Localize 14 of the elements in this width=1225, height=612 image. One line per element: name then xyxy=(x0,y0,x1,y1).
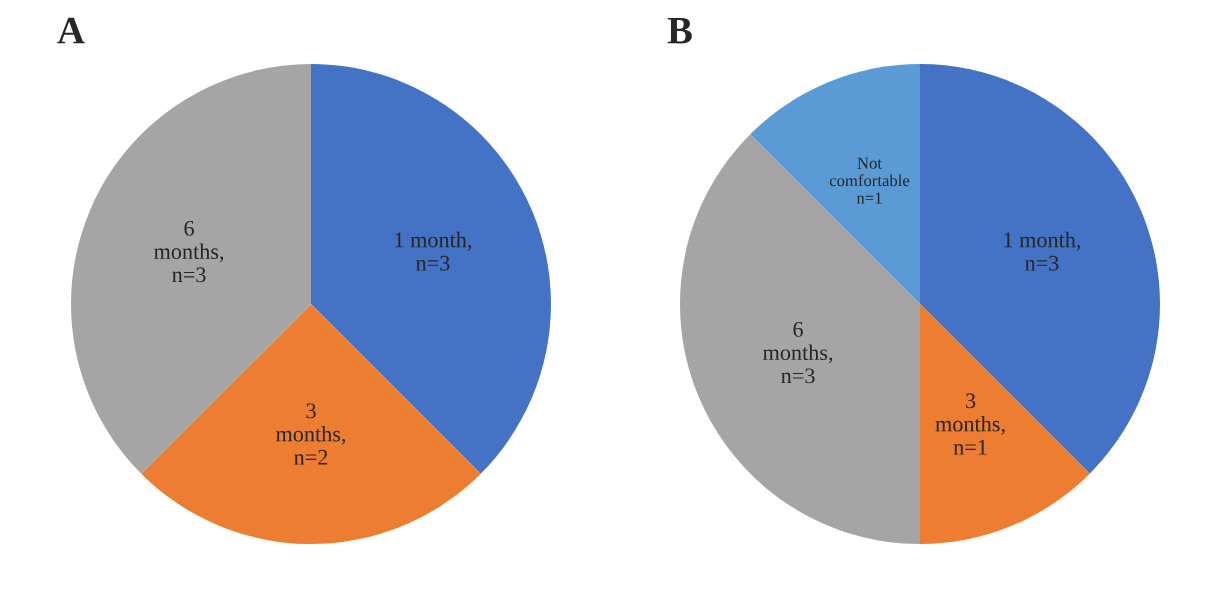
pie-slice xyxy=(680,134,920,544)
slice-label: 3 months, n=2 xyxy=(275,403,346,465)
chart-title: A xyxy=(57,17,85,44)
chart-title: B xyxy=(667,17,692,44)
slice-label: 1 month, n=3 xyxy=(395,231,472,271)
slice-label: 6 months, n=3 xyxy=(763,321,833,384)
slice-label: Not comfortable n=1 xyxy=(829,157,910,204)
slice-label: 1 month, n=3 xyxy=(1004,231,1081,271)
pie-slice xyxy=(920,64,1160,474)
slice-label: 3 months, n=1 xyxy=(935,393,1005,455)
pie-slice xyxy=(750,64,920,304)
pie-slice xyxy=(141,304,481,544)
slice-label: 6 months, n=3 xyxy=(154,220,224,283)
pie-slice xyxy=(920,304,1090,544)
